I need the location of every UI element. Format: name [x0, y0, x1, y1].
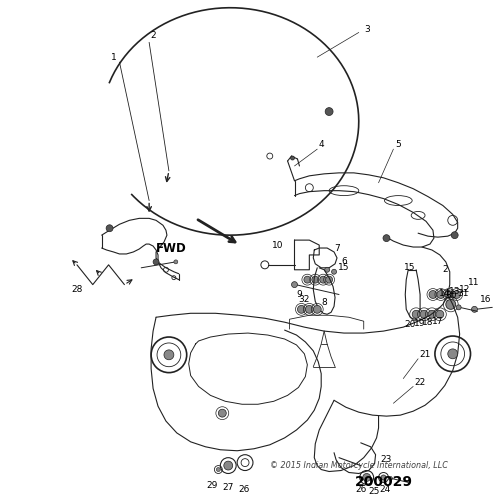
Circle shape — [456, 305, 461, 310]
Circle shape — [451, 232, 458, 238]
Circle shape — [324, 268, 330, 272]
Circle shape — [298, 306, 306, 314]
Circle shape — [472, 306, 478, 312]
Circle shape — [381, 475, 386, 480]
Circle shape — [216, 468, 220, 471]
Circle shape — [292, 282, 298, 288]
Circle shape — [304, 276, 311, 283]
Circle shape — [388, 476, 392, 480]
Circle shape — [332, 270, 336, 274]
Circle shape — [314, 306, 321, 314]
Text: 26: 26 — [238, 485, 250, 494]
Circle shape — [428, 310, 436, 318]
Text: 3: 3 — [364, 25, 370, 34]
Text: FWD: FWD — [156, 242, 187, 254]
Circle shape — [218, 409, 226, 417]
Text: 30: 30 — [445, 291, 456, 300]
Text: 24: 24 — [380, 485, 391, 494]
Text: 6: 6 — [341, 258, 347, 266]
Text: 28: 28 — [72, 285, 83, 294]
Circle shape — [290, 156, 294, 160]
Text: 13: 13 — [449, 287, 460, 296]
Circle shape — [320, 276, 326, 283]
Circle shape — [362, 474, 370, 482]
Text: 31: 31 — [457, 289, 468, 298]
Text: 7: 7 — [334, 244, 340, 252]
Text: 26: 26 — [355, 485, 366, 494]
Circle shape — [306, 306, 314, 314]
Text: 22: 22 — [414, 378, 426, 387]
Circle shape — [420, 310, 428, 318]
Circle shape — [437, 290, 445, 298]
Text: 16: 16 — [480, 295, 491, 304]
Text: 23: 23 — [381, 455, 392, 464]
Text: 9: 9 — [296, 290, 302, 299]
Circle shape — [164, 350, 174, 360]
Text: 14: 14 — [439, 289, 450, 298]
Text: 15: 15 — [338, 264, 349, 272]
Circle shape — [445, 290, 452, 298]
Text: 18: 18 — [422, 318, 434, 326]
Text: 27: 27 — [222, 483, 234, 492]
Text: 20: 20 — [404, 320, 416, 328]
Text: 10: 10 — [272, 240, 283, 250]
Circle shape — [325, 108, 333, 116]
Text: 11: 11 — [468, 278, 479, 287]
Circle shape — [106, 225, 113, 232]
Text: 5: 5 — [396, 140, 401, 148]
Text: 2: 2 — [150, 31, 156, 40]
Text: 12: 12 — [459, 285, 470, 294]
Text: 17: 17 — [432, 316, 444, 326]
Circle shape — [446, 300, 456, 310]
Circle shape — [452, 290, 460, 298]
Text: 19: 19 — [414, 318, 426, 328]
Text: 21: 21 — [420, 350, 430, 360]
Circle shape — [326, 276, 332, 283]
Text: © 2015 Indian Motorcycle International, LLC: © 2015 Indian Motorcycle International, … — [270, 461, 448, 470]
Text: 200029: 200029 — [354, 476, 412, 490]
Text: 2: 2 — [442, 266, 448, 274]
Circle shape — [429, 290, 437, 298]
Circle shape — [174, 260, 178, 264]
Text: 8: 8 — [322, 298, 327, 307]
Text: 29: 29 — [206, 481, 218, 490]
Text: 4: 4 — [318, 140, 324, 148]
Circle shape — [412, 310, 420, 318]
Text: 25: 25 — [368, 487, 380, 496]
Text: 1: 1 — [110, 52, 116, 62]
Circle shape — [153, 259, 159, 265]
Circle shape — [383, 234, 390, 242]
Text: 32: 32 — [298, 295, 310, 304]
Circle shape — [436, 310, 444, 318]
Circle shape — [312, 276, 318, 283]
Circle shape — [448, 349, 458, 359]
Circle shape — [224, 461, 232, 470]
Text: 15: 15 — [404, 264, 416, 272]
